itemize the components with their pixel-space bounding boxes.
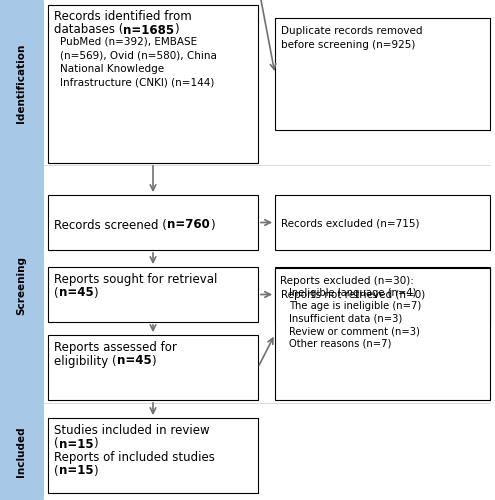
Text: Studies included in review: Studies included in review: [54, 424, 209, 437]
Text: n=1685: n=1685: [123, 24, 175, 36]
Text: ): ): [175, 24, 179, 36]
Bar: [48, 335, 258, 400]
Bar: [275, 268, 490, 400]
Text: Ineligible language (n=4): Ineligible language (n=4): [289, 288, 416, 298]
Text: Reports sought for retrieval: Reports sought for retrieval: [54, 273, 217, 286]
Text: databases (: databases (: [54, 24, 123, 36]
Text: n=15: n=15: [58, 464, 93, 477]
Text: Records identified from: Records identified from: [54, 10, 192, 23]
Text: Included: Included: [16, 426, 26, 478]
Text: Records excluded (n=715): Records excluded (n=715): [281, 218, 419, 228]
Bar: [48, 5, 258, 163]
Text: ): ): [93, 464, 98, 477]
Text: National Knowledge: National Knowledge: [60, 64, 164, 74]
Text: Insufficient data (n=3): Insufficient data (n=3): [289, 314, 402, 324]
Bar: [275, 267, 490, 322]
Text: (: (: [54, 286, 58, 300]
Text: before screening (n=925): before screening (n=925): [281, 40, 415, 50]
Text: Records screened (: Records screened (: [54, 218, 167, 232]
Text: Review or comment (n=3): Review or comment (n=3): [289, 326, 420, 336]
Text: The age is ineligible (n=7): The age is ineligible (n=7): [289, 301, 421, 311]
Text: (n=569), Ovid (n=580), China: (n=569), Ovid (n=580), China: [60, 50, 217, 60]
Text: Reports not retrieved (n=0): Reports not retrieved (n=0): [281, 290, 425, 300]
Text: Reports excluded (n=30):: Reports excluded (n=30):: [280, 276, 414, 286]
Text: PubMed (n=392), EMBASE: PubMed (n=392), EMBASE: [60, 37, 197, 47]
Bar: [275, 18, 490, 130]
Text: Screening: Screening: [16, 256, 26, 315]
Text: eligibility (: eligibility (: [54, 354, 117, 368]
Text: (: (: [54, 438, 58, 450]
FancyBboxPatch shape: [0, 402, 44, 500]
Text: n=45: n=45: [58, 286, 94, 300]
Bar: [48, 418, 258, 493]
Text: n=15: n=15: [58, 438, 93, 450]
Text: ): ): [151, 354, 156, 368]
Text: ): ): [93, 438, 98, 450]
FancyBboxPatch shape: [0, 164, 44, 407]
Text: n=760: n=760: [167, 218, 209, 232]
Text: Other reasons (n=7): Other reasons (n=7): [289, 338, 392, 348]
Text: (: (: [54, 464, 58, 477]
Text: ): ): [209, 218, 214, 232]
Text: ): ): [94, 286, 98, 300]
Text: Identification: Identification: [16, 44, 26, 123]
Text: Reports of included studies: Reports of included studies: [54, 451, 215, 464]
Text: n=45: n=45: [117, 354, 151, 368]
Text: Infrastructure (CNKI) (n=144): Infrastructure (CNKI) (n=144): [60, 78, 214, 88]
Bar: [48, 267, 258, 322]
Bar: [275, 195, 490, 250]
Bar: [48, 195, 258, 250]
Text: Reports assessed for: Reports assessed for: [54, 341, 177, 354]
Text: Duplicate records removed: Duplicate records removed: [281, 26, 423, 36]
FancyBboxPatch shape: [0, 0, 44, 169]
